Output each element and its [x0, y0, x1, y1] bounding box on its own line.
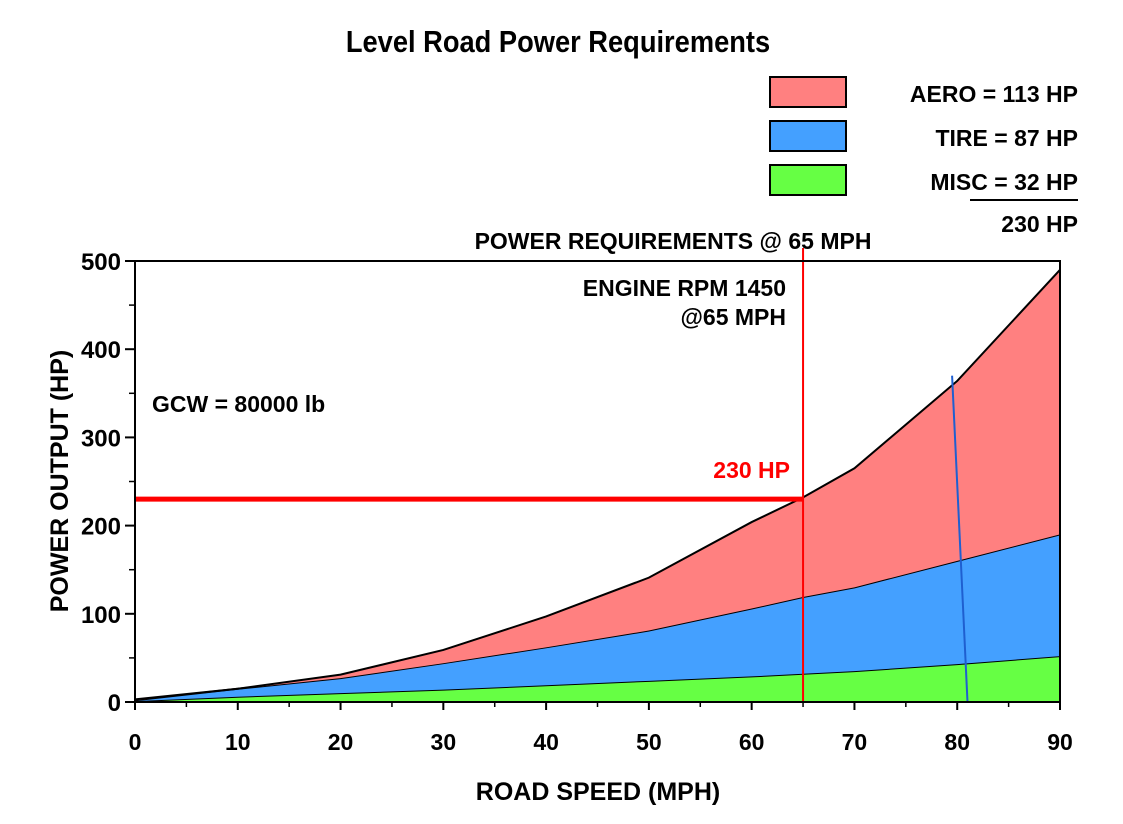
annotation-engine-rpm-speed: @65 MPH [680, 304, 786, 330]
legend-label-misc: MISC = 32 HP [930, 169, 1078, 195]
annotation-engine-rpm: ENGINE RPM 1450 [583, 275, 786, 301]
x-tick-label: 0 [129, 729, 142, 755]
legend-swatch-aero [769, 76, 847, 108]
legend-label-tire: TIRE = 87 HP [935, 125, 1078, 151]
y-axis-label: POWER OUTPUT (HP) [46, 350, 74, 613]
series-line-aero [134, 269, 1061, 701]
x-tick-label: 90 [1047, 729, 1073, 755]
y-tick-label: 100 [81, 602, 121, 629]
plot-area: 0 10 20 30 40 50 60 70 80 90 0 100 200 300 400 500 [81, 248, 1073, 755]
annotation-gcw: GCW = 80000 lb [152, 391, 325, 417]
legend-label-aero: AERO = 113 HP [910, 81, 1078, 107]
chart-title: Level Road Power Requirements [346, 25, 770, 59]
x-tick-label: 70 [842, 729, 868, 755]
x-axis-label: ROAD SPEED (MPH) [476, 778, 720, 806]
annotation-230-hp: 230 HP [713, 457, 790, 483]
x-tick-label: 10 [225, 729, 251, 755]
legend-swatch-misc [769, 164, 847, 196]
x-tick-label: 30 [431, 729, 457, 755]
x-tick-label: 20 [328, 729, 354, 755]
y-tick-label: 500 [81, 249, 121, 276]
y-tick-label: 0 [108, 690, 121, 717]
y-tick-label: 300 [81, 425, 121, 452]
x-tick-label: 60 [739, 729, 765, 755]
chart-subtitle: POWER REQUIREMENTS @ 65 MPH [475, 228, 872, 254]
area-tire [135, 534, 1060, 702]
legend-swatch-tire [769, 120, 847, 152]
y-tick-label: 400 [81, 337, 121, 364]
x-tick-label: 50 [636, 729, 662, 755]
rpm-limit-line [951, 375, 969, 703]
y-tick-label: 200 [81, 514, 121, 541]
legend-total: 230 HP [1001, 211, 1078, 237]
x-tick-label: 40 [533, 729, 559, 755]
area-aero [135, 269, 1060, 701]
legend-label-misc-value: = 32 HP [994, 169, 1078, 195]
legend-label-misc-name: MISC [930, 169, 994, 195]
x-tick-label: 80 [944, 729, 970, 755]
area-misc [135, 656, 1060, 702]
